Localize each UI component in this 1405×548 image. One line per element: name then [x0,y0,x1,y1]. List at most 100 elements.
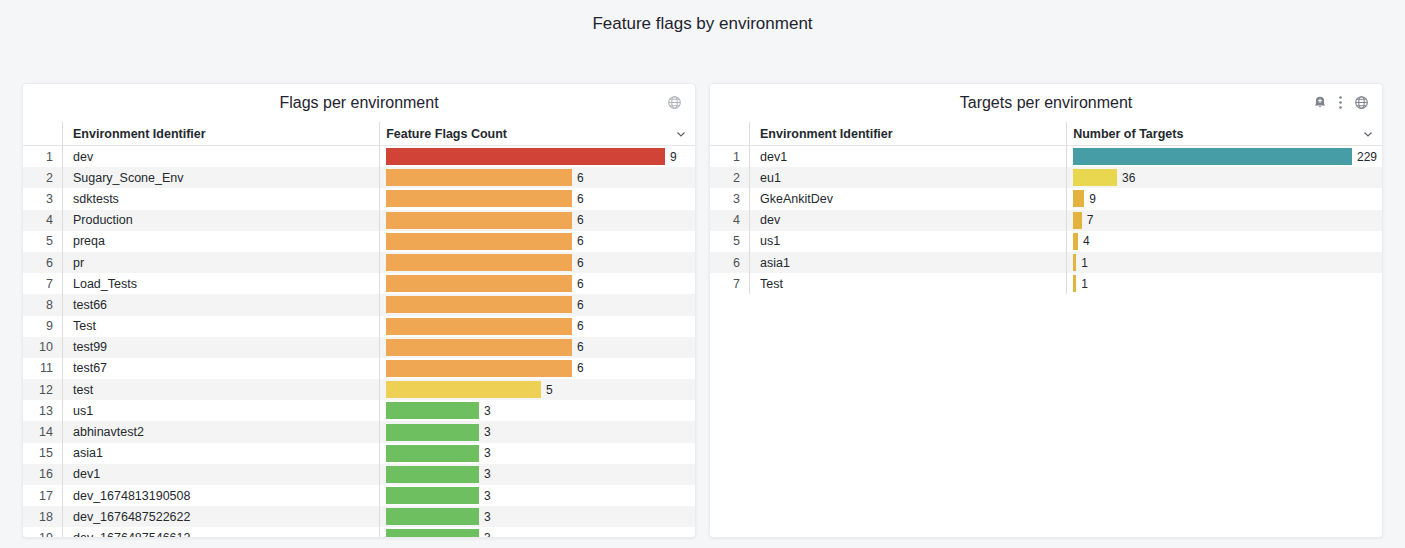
value-label: 6 [577,192,584,206]
row-index: 4 [23,210,63,231]
kebab-menu-icon[interactable] [1338,95,1343,110]
value-bar [386,381,541,398]
value-label: 6 [577,340,584,354]
environment-identifier-cell: dev_1674813190508 [63,485,379,506]
bar-track: 229 [1073,146,1352,167]
globe-icon[interactable] [1354,95,1369,110]
bar-track: 6 [386,252,665,273]
bar-track: 3 [386,443,665,464]
identifier-column-header[interactable]: Environment Identifier [63,122,379,145]
table-row: 2eu136 [710,167,1382,188]
value-bar [386,424,479,441]
row-index: 1 [23,146,63,167]
row-index: 15 [23,443,63,464]
value-label: 1 [1081,277,1088,291]
value-label: 6 [577,171,584,185]
value-label: 6 [577,298,584,312]
environment-identifier-cell: Sugary_Scone_Env [63,167,379,188]
value-label: 6 [577,319,584,333]
value-bar-cell: 9 [1066,188,1382,209]
environment-identifier-cell: Test [63,316,379,337]
bar-track: 3 [386,527,665,537]
value-bar [386,445,479,462]
row-index: 5 [710,231,750,252]
bar-track: 3 [386,464,665,485]
row-index: 12 [23,379,63,400]
value-label: 3 [484,467,491,481]
value-label: 3 [484,489,491,503]
table-row: 1dev9 [23,146,695,167]
value-bar-cell: 1 [1066,252,1382,273]
chevron-down-icon[interactable] [1362,128,1374,140]
table-row: 13us13 [23,400,695,421]
row-index: 3 [710,188,750,209]
value-bar [386,487,479,504]
value-column-header[interactable]: Number of Targets [1066,122,1382,145]
bar-track: 9 [1073,188,1352,209]
panel-title: Targets per environment [960,94,1133,112]
table-row: 3GkeAnkitDev 9 [710,188,1382,209]
row-index: 4 [710,210,750,231]
value-bar [1073,254,1076,271]
value-label: 6 [577,361,584,375]
identifier-column-header[interactable]: Environment Identifier [750,122,1066,145]
value-label: 6 [577,256,584,270]
value-bar [386,508,479,525]
environment-identifier-cell: dev [63,146,379,167]
bar-track: 5 [386,379,665,400]
table-row: 6pr6 [23,252,695,273]
value-bar [386,402,479,419]
row-index: 2 [23,167,63,188]
chevron-down-icon[interactable] [675,128,687,140]
row-index: 9 [23,316,63,337]
value-label: 6 [577,277,584,291]
value-bar-cell: 3 [379,443,695,464]
value-bar [1073,190,1084,207]
value-bar [386,318,572,335]
bar-track: 6 [386,316,665,337]
value-bar [1073,275,1076,292]
environment-identifier-cell: dev1 [63,464,379,485]
bar-track: 1 [1073,273,1352,294]
value-column-header[interactable]: Feature Flags Count [379,122,695,145]
globe-icon[interactable] [667,95,682,110]
value-bar-cell: 4 [1066,231,1382,252]
bar-track: 6 [386,210,665,231]
row-index: 7 [710,273,750,294]
environment-identifier-cell: GkeAnkitDev [750,188,1066,209]
value-label: 6 [577,234,584,248]
environment-identifier-cell: test [63,379,379,400]
bar-track: 6 [386,231,665,252]
value-bar-cell: 7 [1066,210,1382,231]
value-label: 3 [484,531,491,537]
table-row: 1dev1229 [710,146,1382,167]
environment-identifier-cell: asia1 [63,443,379,464]
environment-identifier-cell: test66 [63,294,379,315]
row-index: 10 [23,337,63,358]
environment-identifier-cell: sdktests [63,188,379,209]
table-body: 1dev12292eu1363GkeAnkitDev94dev75us146as… [710,146,1382,537]
panel-flags-per-environment: Flags per environment Environment Identi… [22,83,696,538]
panel-targets-per-environment: Targets per environment [709,83,1383,538]
table-header: Environment Identifier Feature Flags Cou… [23,122,695,146]
environment-identifier-cell: dev_1676487522622 [63,506,379,527]
bar-track: 3 [386,506,665,527]
value-bar-cell: 6 [379,358,695,379]
table-row: 7Test1 [710,273,1382,294]
row-index: 13 [23,400,63,421]
value-bar [386,466,479,483]
bar-track: 6 [386,358,665,379]
table-row: 2Sugary_Scone_Env 6 [23,167,695,188]
environment-identifier-cell: dev1 [750,146,1066,167]
bar-track: 6 [386,188,665,209]
value-bar-cell: 5 [379,379,695,400]
value-bar [386,148,665,165]
value-bar-cell: 6 [379,337,695,358]
environment-identifier-cell: dev_1676487546612 [63,527,379,537]
value-label: 3 [484,425,491,439]
row-index: 2 [710,167,750,188]
environment-identifier-cell: test67 [63,358,379,379]
table-row: 15asia1 3 [23,443,695,464]
bar-track: 6 [386,167,665,188]
environment-identifier-cell: preqa [63,231,379,252]
